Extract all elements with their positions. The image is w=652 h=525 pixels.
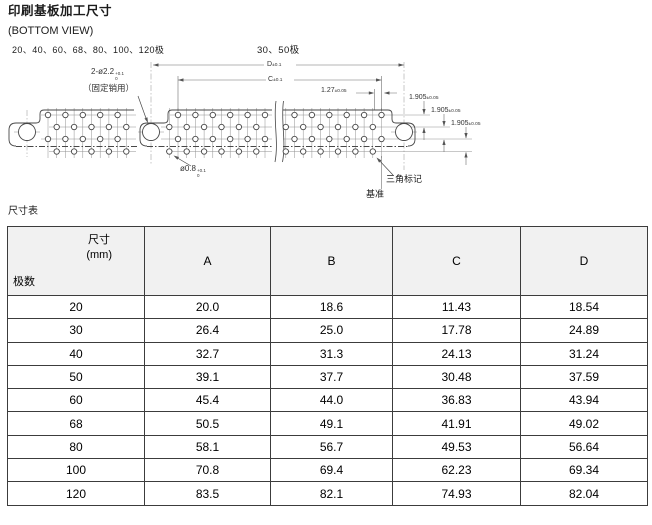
table-cell: 37.59	[520, 364, 648, 390]
dim-row-offset-label-2: 1.905±0.05	[431, 107, 461, 114]
table-cell: 17.78	[392, 318, 521, 343]
break-mark	[274, 100, 285, 163]
table-cell: 26.4	[144, 318, 271, 343]
table-cell: 49.02	[520, 411, 648, 436]
table-cell: 69.4	[270, 458, 393, 483]
hole-diameter-label: ø0.8 +0.1 0	[180, 164, 206, 178]
right-footprint-outline-left	[139, 109, 173, 147]
dim-row-offset-label-1: 1.905±0.05	[409, 94, 439, 101]
header-col-a: A	[144, 226, 271, 296]
header-row: 尺寸 (mm) 极数 A B C D	[7, 226, 648, 296]
table-cell: 18.54	[520, 294, 648, 320]
view-label: (BOTTOM VIEW)	[8, 25, 94, 37]
table-cell: 60	[7, 388, 145, 413]
table-cell: 31.24	[520, 341, 648, 366]
table-cell: 39.1	[144, 364, 271, 390]
table-cell: 45.4	[144, 388, 271, 413]
datum-label: 基准	[366, 189, 385, 199]
dim-pitch-label: 1.27±0.05	[321, 87, 347, 94]
pole-count-label-right: 30、50极	[257, 45, 300, 56]
footprint-drawing	[8, 62, 472, 189]
triangle-mark-label: 三角标记	[386, 174, 423, 184]
table-cell: 58.1	[144, 434, 271, 460]
table-cell: 62.23	[392, 458, 521, 483]
table-cell: 82.1	[270, 481, 393, 506]
dim-c-label: C±0.1	[268, 76, 283, 83]
triangle-mark-leader	[377, 158, 394, 176]
fixing-pin-hole-label: 2-ø2.2 +0.1 0	[91, 67, 125, 81]
table-cell: 43.94	[520, 388, 648, 413]
header-dim-label: 尺寸	[88, 234, 110, 246]
extension-lines	[177, 76, 382, 189]
table-cell: 20	[7, 294, 145, 320]
table-cell: 68	[7, 411, 145, 436]
table-cell: 56.7	[270, 434, 393, 460]
table-cell: 24.13	[392, 341, 521, 366]
table-cell: 80	[7, 434, 145, 460]
dimension-table-body: 20 20.0 18.6 11.43 18.54 30 26.4 25.0 17.78 24.89…	[7, 294, 648, 506]
table-row: 68 50.5 49.1 41.91 49.02	[7, 411, 648, 436]
table-cell: 31.3	[270, 341, 393, 366]
table-cell: 82.04	[520, 481, 648, 506]
table-row: 120 83.5 82.1 74.93 82.04	[7, 481, 648, 506]
table-row: 20 20.0 18.6 11.43 18.54	[7, 294, 648, 320]
header-poles-label: 极数	[13, 276, 35, 288]
dim-d-label: D±0.1	[267, 61, 282, 68]
header-col-c: C	[392, 226, 521, 296]
header-col-d: D	[520, 226, 648, 296]
table-caption: 尺寸表	[8, 206, 38, 217]
table-row: 60 45.4 44.0 36.83 43.94	[7, 388, 648, 413]
table-cell: 100	[7, 458, 145, 483]
table-cell: 41.91	[392, 411, 521, 436]
dimension-table: 尺寸 (mm) 极数 A B C D 20 20.0 18.6 11.43 18.54 3…	[7, 226, 648, 506]
table-row: 50 39.1 37.7 30.48 37.59	[7, 364, 648, 390]
left-footprint-outline	[8, 109, 134, 147]
table-cell: 18.6	[270, 294, 393, 320]
right-footprint-outline-right	[387, 109, 416, 147]
table-cell: 49.1	[270, 411, 393, 436]
table-row: 80 58.1 56.7 49.53 56.64	[7, 434, 648, 460]
header-unit-label: (mm)	[86, 249, 112, 261]
table-row: 40 32.7 31.3 24.13 31.24	[7, 341, 648, 366]
table-cell: 50	[7, 364, 145, 390]
dim-row-offset-label-3: 1.905±0.05	[451, 120, 481, 127]
table-cell: 69.34	[520, 458, 648, 483]
table-cell: 40	[7, 341, 145, 366]
table-cell: 25.0	[270, 318, 393, 343]
table-cell: 37.7	[270, 364, 393, 390]
table-cell: 24.89	[520, 318, 648, 343]
table-cell: 50.5	[144, 411, 271, 436]
table-cell: 120	[7, 481, 145, 506]
fixing-pin-leader	[137, 95, 148, 122]
dim-lines-1905	[423, 101, 467, 165]
header-cell-corner: 尺寸 (mm) 极数	[7, 226, 145, 296]
table-cell: 30	[7, 318, 145, 343]
table-cell: 49.53	[392, 434, 521, 460]
table-cell: 11.43	[392, 294, 521, 320]
table-cell: 56.64	[520, 434, 648, 460]
table-cell: 83.5	[144, 481, 271, 506]
table-cell: 32.7	[144, 341, 271, 366]
table-cell: 44.0	[270, 388, 393, 413]
header-col-b: B	[270, 226, 393, 296]
fixing-pin-note: （固定销用）	[83, 83, 135, 93]
table-cell: 74.93	[392, 481, 521, 506]
table-cell: 20.0	[144, 294, 271, 320]
table-cell: 70.8	[144, 458, 271, 483]
table-row: 30 26.4 25.0 17.78 24.89	[7, 318, 648, 343]
table-cell: 30.48	[392, 364, 521, 390]
table-cell: 36.83	[392, 388, 521, 413]
pole-count-label-left: 20、40、60、68、80、100、120极	[12, 45, 165, 55]
table-row: 100 70.8 69.4 62.23 69.34	[7, 458, 648, 483]
page-title: 印刷基板加工尺寸	[8, 4, 113, 18]
